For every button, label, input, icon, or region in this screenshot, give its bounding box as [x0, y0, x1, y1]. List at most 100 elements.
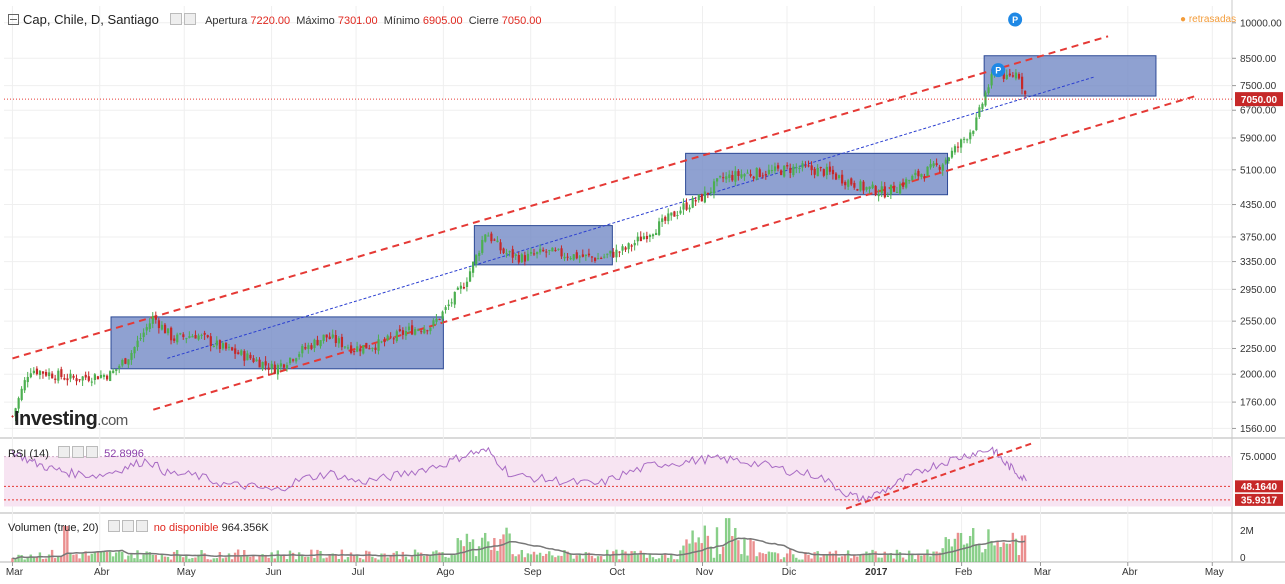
- close-icon[interactable]: [183, 13, 196, 25]
- volume-bar: [758, 552, 761, 562]
- volume-bar: [874, 551, 877, 562]
- volume-bar: [660, 555, 664, 562]
- rsi-gear-icon[interactable]: [72, 446, 85, 458]
- candle-body: [389, 336, 392, 338]
- volume-bar: [1008, 543, 1011, 562]
- volume-bar: [892, 558, 896, 562]
- volume-ma-line: [12, 537, 1026, 560]
- rsi-tick-label: 75.0000: [1240, 452, 1277, 463]
- candle-body: [764, 174, 767, 176]
- candle-body: [621, 246, 624, 251]
- candle-body: [429, 327, 432, 332]
- candle-body: [520, 254, 523, 263]
- candle-body: [737, 171, 740, 176]
- candle-body: [38, 370, 42, 375]
- candle-body: [459, 285, 462, 289]
- collapse-icon[interactable]: [8, 14, 19, 25]
- y-tick-label: 2950.00: [1240, 285, 1277, 296]
- volume-bar: [142, 554, 145, 562]
- candle-body: [188, 336, 191, 338]
- volume-bar: [17, 554, 20, 562]
- volume-bar: [63, 525, 66, 562]
- settings-icon[interactable]: [169, 13, 182, 25]
- volume-bar: [941, 548, 944, 562]
- volume-bar: [700, 543, 703, 562]
- volume-bar: [697, 537, 700, 562]
- candle-body: [145, 327, 148, 331]
- volume-bar: [1011, 532, 1015, 562]
- candle-body: [340, 336, 344, 348]
- volume-settings-icon[interactable]: [107, 520, 120, 532]
- volume-bar: [785, 553, 789, 562]
- volume-bar: [111, 556, 115, 562]
- volume-bar: [968, 535, 972, 562]
- volume-bar: [511, 554, 514, 562]
- volume-bar: [554, 557, 557, 562]
- candle-body: [981, 103, 984, 109]
- candle-body: [654, 232, 658, 235]
- volume-gear-icon[interactable]: [121, 520, 134, 532]
- volume-bar: [599, 556, 603, 562]
- volume-bar: [477, 546, 481, 562]
- candle-body: [816, 167, 819, 177]
- candle-body: [749, 174, 752, 176]
- candle-body: [950, 150, 954, 158]
- volume-bar: [886, 554, 889, 562]
- candle-body: [505, 253, 508, 255]
- volume-bar: [1017, 555, 1021, 562]
- volume-bar: [255, 559, 258, 562]
- candle-body: [773, 166, 777, 171]
- candle-body: [539, 248, 542, 253]
- candle-body: [1017, 74, 1021, 79]
- candle-body: [328, 336, 331, 339]
- volume-bar: [368, 551, 371, 562]
- candle-body: [536, 251, 539, 255]
- volume-bar: [880, 557, 883, 562]
- open-value: 7220.00: [250, 15, 291, 27]
- volume-bar: [703, 525, 706, 562]
- candle-body: [920, 174, 923, 177]
- rsi-close-icon[interactable]: [86, 446, 99, 458]
- volume-bar: [666, 557, 670, 562]
- rsi-header: RSI (14) 52.8996: [8, 446, 144, 460]
- volume-close-icon[interactable]: [135, 520, 148, 532]
- volume-bar: [529, 554, 533, 562]
- rsi-settings-icon[interactable]: [58, 446, 71, 458]
- volume-bar: [279, 555, 283, 562]
- volume-bar: [337, 558, 340, 562]
- candle-body: [420, 331, 423, 333]
- candle-body: [264, 361, 267, 366]
- candle-body: [850, 178, 853, 185]
- candle-body: [545, 251, 548, 253]
- volume-bar: [615, 549, 618, 562]
- candle-body: [929, 164, 932, 168]
- volume-bar: [657, 558, 661, 562]
- candle-body: [285, 365, 289, 369]
- volume-bar: [514, 556, 517, 562]
- candle-body: [658, 221, 661, 235]
- x-tick-label: Feb: [955, 567, 973, 578]
- volume-bar: [920, 555, 923, 562]
- candle-body: [679, 210, 682, 214]
- volume-bar: [663, 554, 667, 562]
- candle-body: [587, 253, 591, 256]
- y-tick-label: 5100.00: [1240, 165, 1277, 176]
- channel-lower-line: [152, 95, 1196, 411]
- volume-bar: [374, 558, 377, 562]
- candle-body: [499, 242, 502, 251]
- candle-body: [450, 302, 453, 304]
- volume-bar: [578, 553, 581, 562]
- candle-body: [163, 324, 167, 334]
- candle-body: [563, 256, 566, 259]
- volume-bar: [459, 540, 462, 562]
- volume-bar: [215, 558, 218, 562]
- candle-body: [279, 363, 283, 367]
- volume-bar: [361, 559, 365, 562]
- y-tick-label: 10000.00: [1240, 18, 1282, 29]
- candle-body: [923, 176, 926, 178]
- volume-bar: [322, 558, 325, 562]
- volume-bar: [182, 557, 185, 562]
- volume-bar: [755, 556, 758, 562]
- volume-bar: [618, 559, 621, 562]
